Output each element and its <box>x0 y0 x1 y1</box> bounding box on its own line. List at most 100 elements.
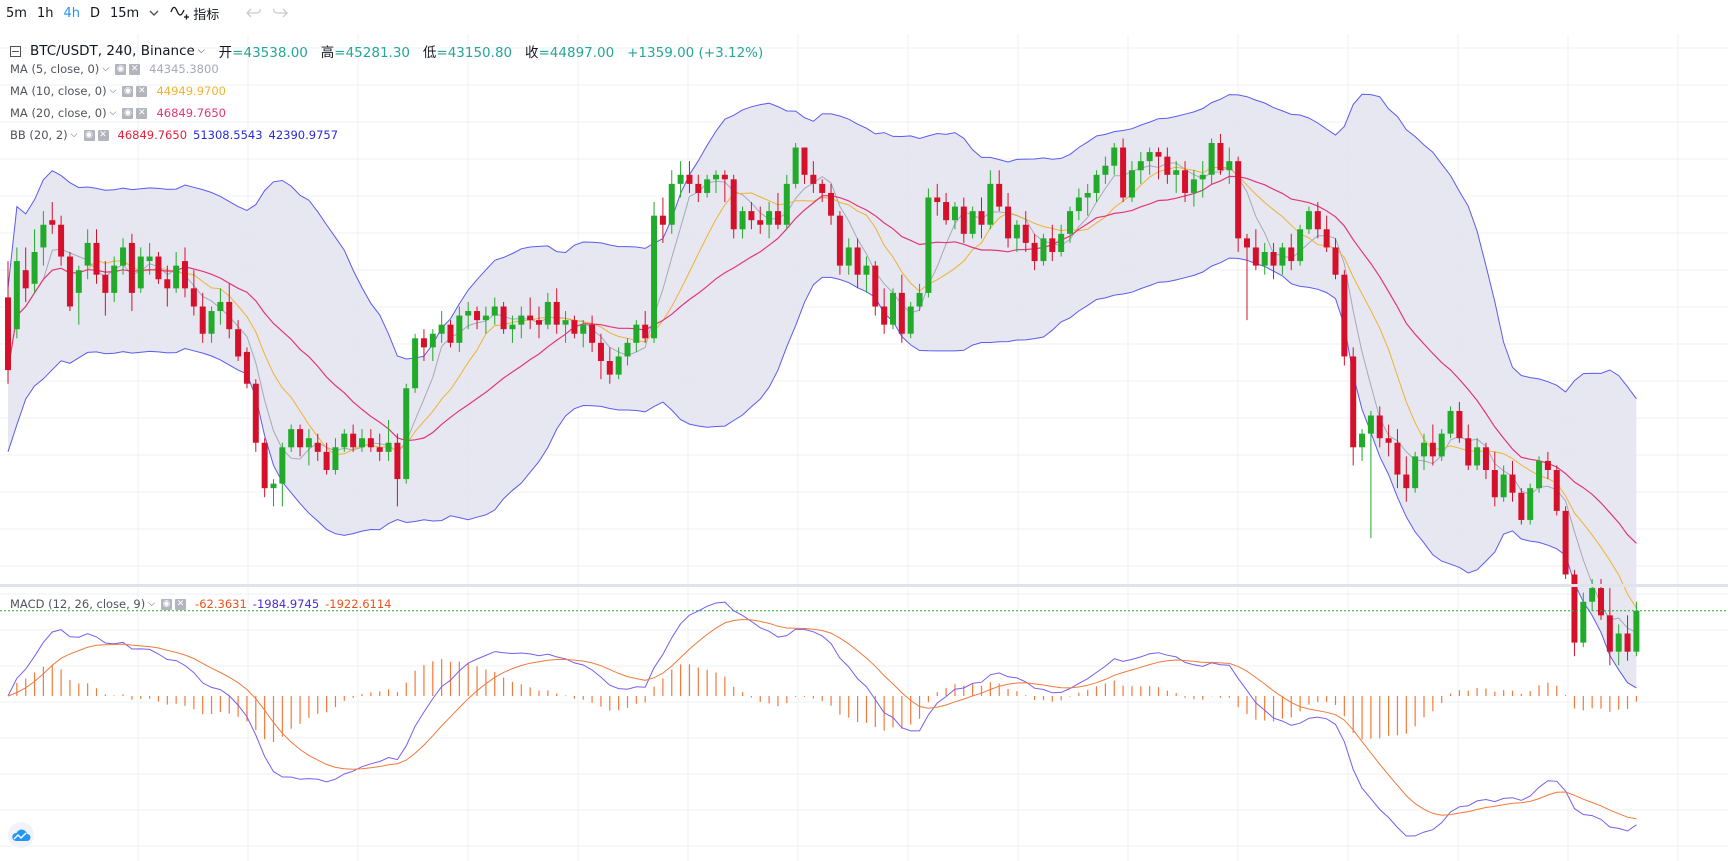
candle <box>1252 229 1259 271</box>
candle <box>341 429 348 452</box>
candle <box>916 283 923 312</box>
candle <box>226 283 233 339</box>
candle <box>332 438 339 475</box>
bb-lower-value: 42390.9757 <box>268 128 339 142</box>
indicators-button[interactable]: 指标 <box>164 3 225 23</box>
undo-icon[interactable] <box>241 7 267 19</box>
candle <box>261 438 268 498</box>
timeframe-5m[interactable]: 5m <box>6 5 27 21</box>
candle <box>403 383 410 484</box>
candle-body <box>1146 152 1153 162</box>
candle-body <box>288 429 295 448</box>
candle-body <box>102 274 109 293</box>
close-icon[interactable]: ✕ <box>175 598 187 610</box>
candle-body <box>659 215 666 225</box>
candle <box>1031 233 1038 271</box>
candle <box>1164 147 1171 184</box>
candle-body <box>854 247 861 275</box>
ma20-name[interactable]: MA (20, close, 0) <box>10 106 107 120</box>
macd-name[interactable]: MACD (12, 26, close, 9) <box>10 597 146 611</box>
candle <box>1367 410 1374 539</box>
bb-legend: BB (20, 2) ⌵ ◉ ✕ 46849.7650 51308.5543 423… <box>10 128 338 142</box>
chart-area[interactable] <box>0 34 1728 861</box>
candle-body <box>766 211 773 225</box>
chevron-down-icon[interactable]: ⌵ <box>109 86 117 96</box>
chevron-down-icon[interactable]: ⌵ <box>197 46 205 56</box>
candle-body <box>341 433 348 448</box>
candle <box>544 292 551 330</box>
candle <box>305 429 312 466</box>
candle-body <box>668 183 675 225</box>
candle-body <box>898 292 905 334</box>
candle <box>1527 483 1534 525</box>
eye-icon[interactable]: ◉ <box>83 129 95 141</box>
candle-body <box>438 324 445 334</box>
candle-body <box>1465 438 1472 466</box>
candle <box>49 202 56 234</box>
timeframe-d[interactable]: D <box>89 5 100 21</box>
candle <box>1403 456 1410 502</box>
candle-body <box>1031 242 1038 262</box>
candle <box>890 288 896 330</box>
eye-icon[interactable]: ◉ <box>122 107 134 119</box>
candle <box>376 433 383 461</box>
candle <box>721 170 728 203</box>
close-icon[interactable]: ✕ <box>97 129 109 141</box>
candle <box>1279 242 1286 275</box>
chevron-down-icon[interactable]: ⌵ <box>102 64 110 74</box>
candle-body <box>1341 274 1348 357</box>
candle <box>1040 233 1047 266</box>
candle <box>1474 438 1481 470</box>
eye-icon[interactable]: ◉ <box>161 598 173 610</box>
eye-icon[interactable]: ◉ <box>115 63 127 75</box>
candle-body <box>987 183 994 225</box>
candle <box>1093 170 1100 203</box>
candle <box>31 229 38 293</box>
brand-logo[interactable] <box>8 822 34 848</box>
candle-body <box>1589 588 1596 602</box>
candle <box>562 311 569 343</box>
candle-body <box>686 174 693 184</box>
candle-body <box>456 315 463 343</box>
candle-body <box>146 256 153 262</box>
timeframe-15m[interactable]: 15m <box>109 5 140 21</box>
candle <box>482 306 489 334</box>
candle <box>1102 156 1109 184</box>
candle <box>1067 206 1073 243</box>
candle-body <box>969 211 976 234</box>
timeframe-4h[interactable]: 4h <box>63 5 80 21</box>
collapse-legend-icon[interactable] <box>10 45 21 57</box>
chevron-down-icon[interactable] <box>144 9 164 17</box>
candle-body <box>120 247 127 266</box>
candle-body <box>270 483 277 489</box>
candle-body <box>544 301 551 325</box>
candle-body <box>1314 211 1321 230</box>
ma10-name[interactable]: MA (10, close, 0) <box>10 84 107 98</box>
candle <box>5 261 11 384</box>
close-icon[interactable]: ✕ <box>136 85 148 97</box>
candle <box>589 315 596 352</box>
timeframe-1h[interactable]: 1h <box>36 5 54 21</box>
close-icon[interactable]: ✕ <box>136 107 148 119</box>
bb-name[interactable]: BB (20, 2) <box>10 128 68 142</box>
candle-body <box>651 215 658 339</box>
candle-body <box>801 147 808 175</box>
chevron-down-icon[interactable]: ⌵ <box>148 599 156 609</box>
candle <box>881 288 888 334</box>
candle-body <box>66 256 73 307</box>
candle <box>819 179 826 203</box>
candle <box>509 315 516 343</box>
symbol-label[interactable]: BTC/USDT, 240, Binance <box>30 43 195 59</box>
chevron-down-icon[interactable]: ⌵ <box>109 108 117 118</box>
candle <box>279 442 286 507</box>
ma5-name[interactable]: MA (5, close, 0) <box>10 62 100 76</box>
eye-icon[interactable]: ◉ <box>122 85 134 97</box>
candle-body <box>1217 143 1224 171</box>
close-icon[interactable]: ✕ <box>129 63 141 75</box>
candle-body <box>1438 433 1445 457</box>
candle <box>1332 238 1339 280</box>
chevron-down-icon[interactable]: ⌵ <box>70 130 78 140</box>
redo-icon[interactable] <box>267 7 293 19</box>
candle-body <box>111 265 118 293</box>
pane-separator[interactable] <box>0 584 1728 587</box>
